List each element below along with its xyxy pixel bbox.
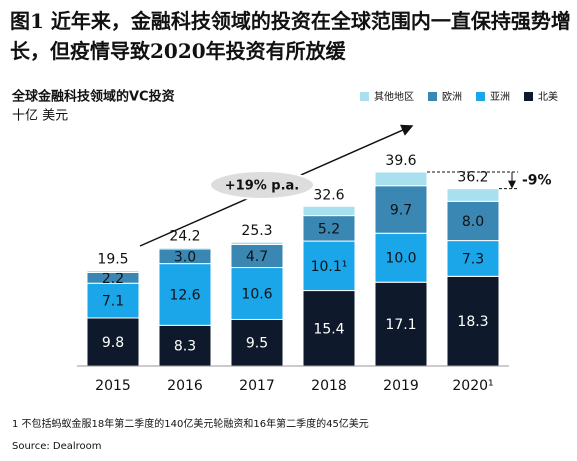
value-label: 3.0: [174, 249, 196, 265]
total-label: 19.5: [97, 251, 128, 267]
bar-segment: [158, 246, 212, 250]
value-label: 10.6: [241, 286, 272, 302]
subtitle: 全球金融科技领域的VC投资: [11, 89, 175, 105]
bar-segment: [446, 275, 500, 367]
value-label: 17.1: [385, 317, 416, 333]
legend-swatch: [428, 92, 437, 101]
bar-segment: [86, 269, 140, 273]
value-label: 4.7: [246, 249, 268, 265]
legend-label: 北美: [538, 90, 558, 103]
value-label: 5.2: [318, 221, 340, 237]
x-tick-label: 2017: [239, 378, 275, 394]
bar-segment: [446, 188, 500, 202]
total-label: 36.2: [457, 170, 488, 186]
value-label: 15.4: [313, 321, 344, 337]
legend-label: 其他地区: [374, 90, 414, 103]
legend-label: 亚洲: [490, 91, 510, 103]
bar-segment: [374, 171, 428, 187]
bar-segment: [446, 200, 500, 242]
bar-segment: [230, 318, 284, 367]
total-label: 32.6: [313, 187, 344, 203]
value-label: 9.5: [246, 336, 268, 352]
growth-bubble: [209, 170, 315, 200]
unit-label: 十亿 美元: [12, 109, 68, 124]
footnote: 1 不包括蚂蚁金服18年第二季度的140亿美元轮融资和16年第二季度的45亿美元: [12, 417, 369, 430]
value-label: 2.2: [102, 271, 124, 287]
change-annotation: -9%: [522, 172, 552, 188]
value-label: 10.0: [385, 251, 416, 267]
value-label: 10.1¹: [311, 259, 348, 275]
total-label: 25.3: [241, 223, 272, 239]
value-label: 9.8: [102, 335, 124, 351]
x-tick-label: 2020¹: [452, 378, 493, 394]
value-label: 7.3: [462, 251, 484, 267]
bar-segment: [158, 263, 212, 326]
value-label: 18.3: [457, 314, 488, 330]
x-tick-label: 2019: [383, 378, 419, 394]
x-tick-label: 2015: [95, 378, 131, 394]
total-label: 24.2: [169, 228, 200, 244]
bar-segment: [374, 185, 428, 234]
x-tick-label: 2016: [167, 378, 203, 394]
legend-swatch: [524, 92, 533, 101]
legend-swatch: [360, 92, 369, 101]
bar-segment: [374, 281, 428, 367]
value-label: 12.6: [169, 287, 200, 303]
legend-label: 欧洲: [442, 91, 462, 103]
bar-segment: [302, 290, 356, 367]
total-label: 39.6: [385, 153, 416, 169]
x-tick-label: 2018: [311, 378, 347, 394]
legend-swatch: [476, 92, 485, 101]
chart-title: 图1 近年来，金融科技领域的投资在全球范围内一直保持强势增长，但疫情导致2020…: [10, 9, 571, 63]
value-label: 9.7: [390, 202, 412, 218]
source: Source: Dealroom: [12, 441, 102, 452]
bar-segment: [230, 241, 284, 246]
bar-segment: [446, 240, 500, 277]
growth-annotation: +19% p.a.: [225, 179, 300, 194]
bar-segment: [230, 267, 284, 320]
bar-segment: [302, 205, 356, 217]
value-label: 7.1: [102, 294, 124, 310]
bar-segment: [302, 240, 356, 292]
value-label: 8.3: [174, 339, 196, 355]
value-label: 8.0: [462, 214, 484, 230]
